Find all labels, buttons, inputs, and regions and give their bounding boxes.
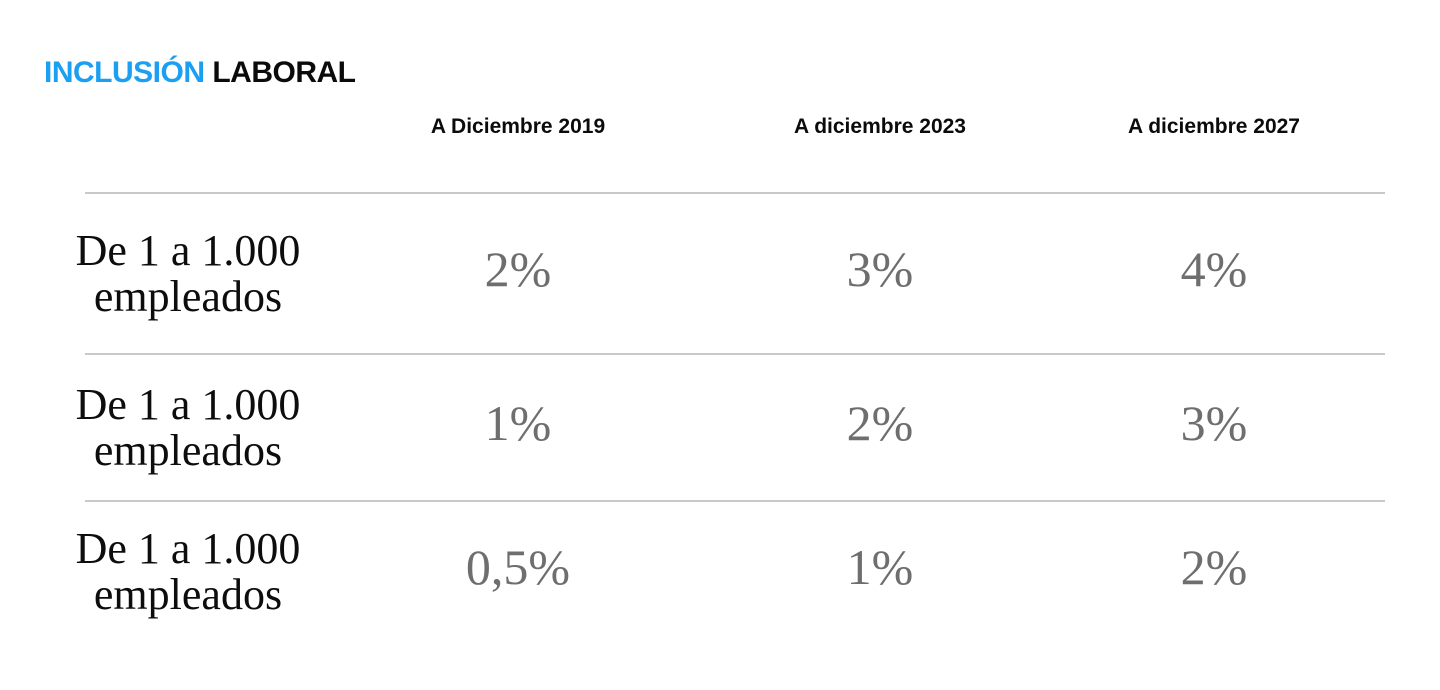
row-divider [85,353,1385,355]
row-divider [85,500,1385,502]
page-title-highlight: INCLUSIÓN [44,56,205,90]
cell-value: 2% [846,394,914,451]
table-row: De 1 a 1.000 empleados 1% 2% 3% [40,355,1390,500]
column-header-2019: A Diciembre 2019 [430,115,606,138]
inclusion-table: A Diciembre 2019 A diciembre 2023 A dici… [40,95,1390,642]
header-spacer [40,95,336,192]
table-row: De 1 a 1.000 empleados 2% 3% 4% [40,194,1390,353]
row-label-line1: De 1 a 1.000 [75,379,301,429]
row-label-line1: De 1 a 1.000 [75,225,301,275]
column-header-2027: A diciembre 2027 [1128,115,1300,138]
row-label-line2: empleados [93,570,283,619]
table-header-row: A Diciembre 2019 A diciembre 2023 A dici… [40,95,1390,192]
table-row: De 1 a 1.000 empleados 0,5% 1% 2% [40,502,1390,642]
column-header-2023: A diciembre 2023 [794,115,966,138]
cell-value: 0,5% [465,539,571,595]
row-label: De 1 a 1.000 empleados [40,225,336,321]
row-label-line2: empleados [93,271,283,321]
cell-value: 1% [484,394,552,451]
cell-value: 2% [484,240,552,297]
page-title-rest: LABORAL [212,56,356,90]
row-label: De 1 a 1.000 empleados [40,379,336,475]
cell-value: 3% [1180,394,1248,451]
cell-value: 1% [846,539,914,595]
page-title: INCLUSIÓN LABORAL [44,56,356,90]
row-label: De 1 a 1.000 empleados [40,526,336,618]
row-divider [85,192,1385,194]
row-label-line1: De 1 a 1.000 [75,524,301,574]
cell-value: 4% [1180,240,1248,297]
row-label-line2: empleados [93,425,283,475]
cell-value: 2% [1180,539,1248,595]
cell-value: 3% [846,240,914,297]
